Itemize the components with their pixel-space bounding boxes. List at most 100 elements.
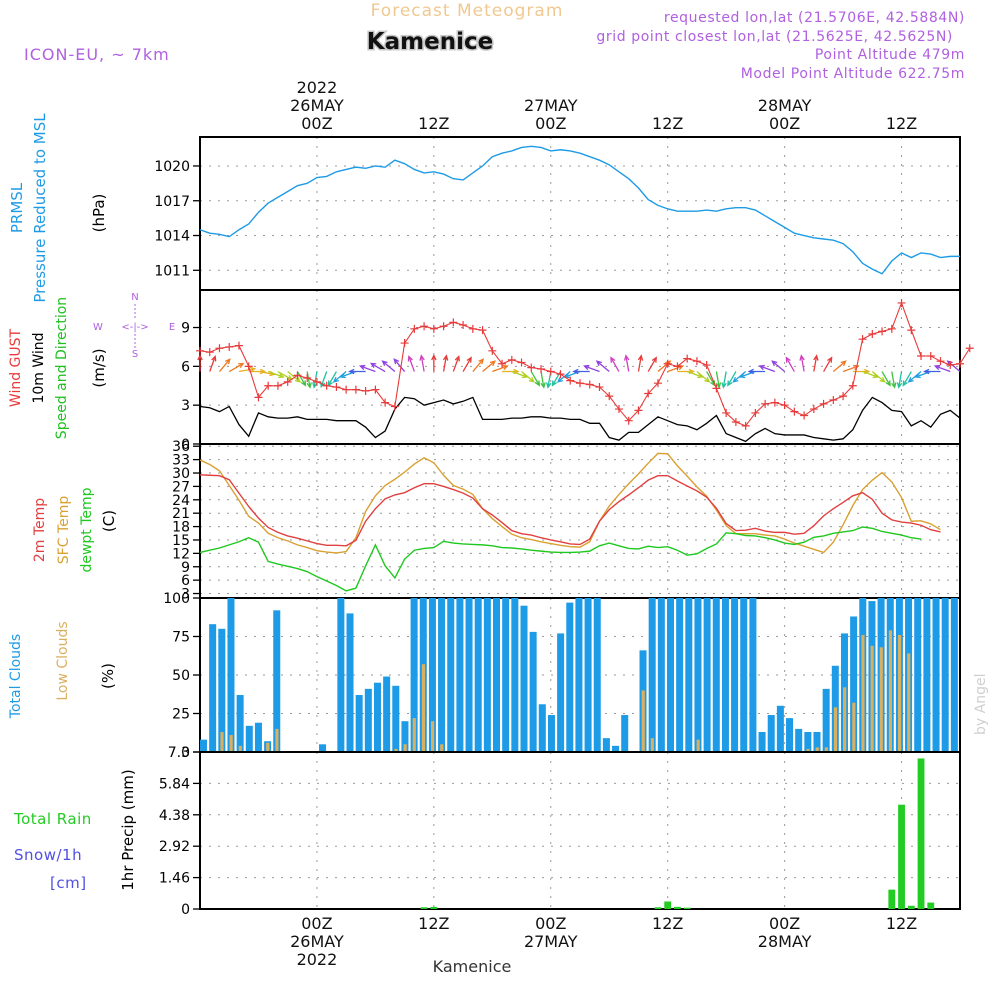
wind-direction-arrow <box>686 370 703 378</box>
temperature-ytick-label: 27 <box>172 479 190 495</box>
low-cloud-bar <box>238 745 242 752</box>
wind-direction-arrowhead <box>933 364 941 371</box>
low-cloud-bar <box>898 634 902 752</box>
low-cloud-bar <box>843 687 847 752</box>
wind-direction-arrow <box>228 362 244 373</box>
wind-direction-arrow <box>715 371 720 388</box>
wind-gust-point <box>965 344 974 353</box>
wind-direction-arrowhead <box>300 380 307 387</box>
wind-gust-point <box>361 386 370 395</box>
pressure-panel: 1011 1014 1017 1020 <box>154 136 961 291</box>
wind-direction-arrowhead <box>853 364 860 371</box>
total-cloud-bar <box>767 715 775 752</box>
footer-location: Kamenice <box>433 957 512 976</box>
wind-gust-point <box>449 318 458 327</box>
compass-s: S <box>132 349 138 360</box>
wind-gust-point <box>322 381 331 390</box>
wind-direction-arrow <box>800 355 805 372</box>
wind-direction-arrowhead <box>312 382 318 389</box>
temperature-ytick-label: 33 <box>172 453 190 469</box>
temperature-ytick-label: 15 <box>172 533 190 549</box>
temperature-ytick-label: 12 <box>172 546 190 562</box>
wind-direction-arrowhead <box>259 368 267 375</box>
pressure-ytick-label: 1017 <box>154 194 190 210</box>
compass-n: N <box>131 292 138 303</box>
total-cloud-bar <box>373 682 381 752</box>
wind-direction-arrowhead <box>637 354 644 361</box>
total-cloud-bar <box>566 602 574 752</box>
total-cloud-bar <box>804 731 812 752</box>
wind-gust-point <box>527 363 536 372</box>
total-cloud-bar <box>520 605 528 752</box>
wind-direction-arrow <box>584 365 600 373</box>
snow-label: Snow/1h <box>14 846 82 864</box>
requested-coords: requested lon,lat (21.5706E, 42.5884N) <box>664 10 965 26</box>
wind-direction-arrowhead <box>546 382 552 389</box>
wind-gust-point <box>429 324 438 333</box>
total-cloud-bar <box>200 739 208 752</box>
pressure-ytick-label: 1020 <box>154 159 190 175</box>
sfc-temp-line <box>199 452 941 554</box>
wind-ytick-label: 9 <box>181 321 190 337</box>
total-cloud-bar <box>749 598 757 752</box>
total-clouds-label: Total Clouds <box>8 634 24 719</box>
pressure-frame <box>199 136 961 291</box>
compass-e: E <box>169 322 175 333</box>
total-cloud-bar <box>337 598 345 752</box>
total-cloud-bar <box>392 685 400 752</box>
wind-gust-point <box>761 399 770 408</box>
total-cloud-bar <box>218 628 226 752</box>
wind-gust-point <box>507 355 516 364</box>
wind-direction-arrow <box>511 370 528 378</box>
wind-gust-point <box>614 405 623 414</box>
pressure-label-long: Pressure Reduced to MSL <box>31 113 49 303</box>
time-label-top: 26MAY <box>290 96 344 115</box>
wind-gust-point <box>946 361 955 370</box>
low-cloud-bar <box>870 645 874 752</box>
low-cloud-bar <box>220 731 224 752</box>
wind-direction-arrowhead <box>799 354 805 361</box>
wind-gust-point <box>225 342 234 351</box>
wind-gust-point <box>332 383 341 392</box>
total-cloud-bar <box>355 695 363 752</box>
wind-direction-arrow <box>382 360 396 373</box>
wind-direction-arrowhead <box>827 356 833 363</box>
time-label-bottom: 2022 <box>297 950 338 969</box>
wind-direction-arrow <box>408 356 415 372</box>
model-label: ICON-EU, ~ 7km <box>24 45 170 64</box>
wind-direction-arrowhead <box>393 358 400 365</box>
wind-gust-point <box>878 327 887 336</box>
temperature-ytick-label: 30 <box>172 466 190 482</box>
temperature-ytick-label: 3 <box>181 587 190 603</box>
low-cloud-bar <box>833 707 838 752</box>
low-cloud-bar <box>275 728 279 752</box>
pressure-ytick-label: 1011 <box>154 263 190 279</box>
wind-direction-arrowhead <box>551 380 558 387</box>
total-cloud-bar <box>850 616 858 752</box>
total-cloud-bar <box>529 631 537 752</box>
wind-gust-point <box>595 383 604 392</box>
wind-gust-point <box>400 339 409 348</box>
wind-direction-arrowhead <box>502 364 509 371</box>
wind-gust-point <box>790 407 799 416</box>
wind-gust-point <box>634 406 643 415</box>
clouds-ytick-label: 25 <box>172 707 190 723</box>
wind-gust-point <box>293 371 302 380</box>
time-label-top: 12Z <box>418 114 449 133</box>
total-cloud-bar <box>914 598 922 752</box>
wind-direction-arrow <box>722 371 727 388</box>
wind-gust-point <box>673 362 682 371</box>
total-cloud-bar <box>712 598 720 752</box>
total-cloud-bar <box>447 598 455 752</box>
wind-direction-arrowhead <box>885 380 891 387</box>
time-label-bottom: 27MAY <box>524 932 578 951</box>
wind-direction-arrowhead <box>923 368 930 375</box>
total-cloud-bar <box>694 598 702 752</box>
rain-bar <box>674 906 681 909</box>
wind-direction-arrow <box>258 370 275 375</box>
wind-gust-point <box>936 357 945 366</box>
clouds-unit: (%) <box>99 663 117 689</box>
wind-direction-arrow <box>647 357 657 372</box>
rain-bar <box>654 907 662 909</box>
wind-direction-arrow <box>915 370 931 378</box>
